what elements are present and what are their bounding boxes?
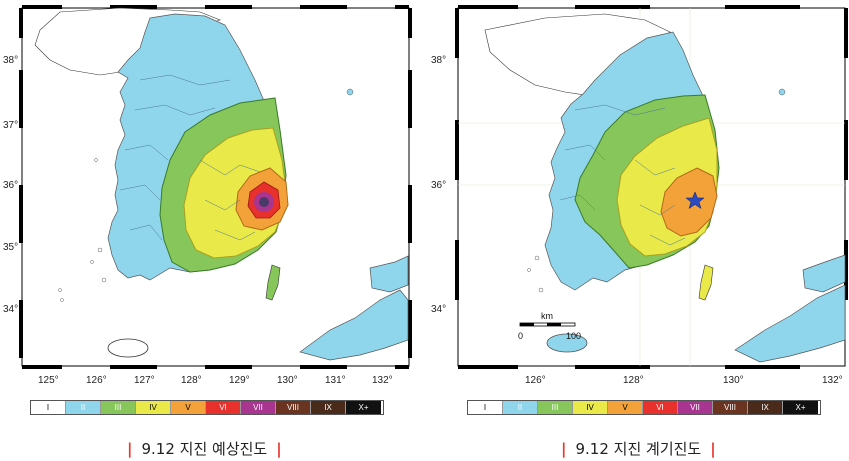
legend-cell-vii: VII xyxy=(241,401,276,414)
measured-map-svg: km 0 100 38° 36° 34° 126° 128° 130° 132° xyxy=(425,0,849,392)
scale-min-label: 0 xyxy=(518,331,523,341)
lat-label-36: 36° xyxy=(431,180,446,191)
small-islands xyxy=(527,255,544,293)
lat-label-37: 37° xyxy=(3,120,18,131)
legend-cell-ix: IX xyxy=(748,401,783,414)
scale-bar: km 0 100 xyxy=(518,311,581,341)
legend-cell-vi: VI xyxy=(206,401,241,414)
lon-label-131: 131° xyxy=(325,375,346,386)
measured-caption-text: 9.12 지진 계기진도 xyxy=(575,440,702,458)
lon-label-127: 127° xyxy=(134,375,155,386)
jeju-island xyxy=(107,338,149,358)
legend-cell-iv: IV xyxy=(573,401,608,414)
lat-label-36: 36° xyxy=(3,180,18,191)
admin-boundaries xyxy=(119,74,261,241)
caption-bar-left: | xyxy=(127,440,133,458)
lon-label-130: 130° xyxy=(277,375,298,386)
lat-label-34: 34° xyxy=(431,304,446,315)
lon-label-129: 129° xyxy=(229,375,250,386)
legend-cell-i: I xyxy=(31,401,66,414)
japan-kyushu xyxy=(299,289,409,361)
small-islands xyxy=(58,158,107,302)
tsushima-island xyxy=(698,264,714,301)
frame-ticks xyxy=(19,5,412,369)
scale-unit-label: km xyxy=(541,311,553,321)
ulleungdo-island xyxy=(778,88,786,96)
legend-cell-xplus: X+ xyxy=(346,401,381,414)
legend-cell-v: V xyxy=(608,401,643,414)
lon-label-132: 132° xyxy=(372,375,393,386)
predicted-map-caption: | 9.12 지진 예상진도 | xyxy=(118,440,291,458)
lat-label-34: 34° xyxy=(3,304,18,315)
lat-label-35: 35° xyxy=(3,242,18,253)
jeju-island xyxy=(546,333,588,353)
legend-cell-iv: IV xyxy=(136,401,171,414)
epicenter-star-icon xyxy=(685,191,705,210)
predicted-intensity-map: 38° 37° 36° 35° 34° 125° 126° 127° 128° … xyxy=(0,0,425,392)
epicenter-marker xyxy=(259,197,269,207)
predicted-map-svg: 38° 37° 36° 35° 34° 125° 126° 127° 128° … xyxy=(0,0,425,392)
admin-boundaries xyxy=(559,104,686,246)
lon-label-125: 125° xyxy=(38,375,59,386)
scale-max-label: 100 xyxy=(566,331,581,341)
legend-cell-i: I xyxy=(468,401,503,414)
legend-cell-v: V xyxy=(171,401,206,414)
lon-label-126: 126° xyxy=(525,375,546,386)
intensity-legend-predicted: I II III IV V VI VII VIII IX X+ xyxy=(30,400,384,415)
legend-cell-iii: III xyxy=(538,401,573,414)
caption-bar-right: | xyxy=(276,440,282,458)
lat-label-38: 38° xyxy=(431,55,446,66)
japan-honshu xyxy=(369,255,409,293)
legend-cell-ii: II xyxy=(503,401,538,414)
caption-bar-left: | xyxy=(561,440,567,458)
legend-cell-viii: VIII xyxy=(276,401,311,414)
legend-cell-xplus: X+ xyxy=(783,401,818,414)
legend-cell-ix: IX xyxy=(311,401,346,414)
lon-label-126: 126° xyxy=(86,375,107,386)
legend-cell-iii: III xyxy=(101,401,136,414)
japan-honshu xyxy=(802,254,846,293)
measured-intensity-map: km 0 100 38° 36° 34° 126° 128° 130° 132° xyxy=(425,0,849,392)
intensity-v-zone xyxy=(660,167,718,237)
lat-label-38: 38° xyxy=(3,55,18,66)
caption-bar-right: | xyxy=(710,440,716,458)
measured-map-caption: | 9.12 지진 계기진도 | xyxy=(552,440,725,458)
legend-cell-vii: VII xyxy=(678,401,713,414)
frame-ticks xyxy=(455,5,848,369)
lon-label-132: 132° xyxy=(822,375,843,386)
predicted-caption-text: 9.12 지진 예상진도 xyxy=(141,440,268,458)
lon-label-128: 128° xyxy=(181,375,202,386)
tsushima-island xyxy=(265,264,281,301)
lon-label-128: 128° xyxy=(623,375,644,386)
lon-label-130: 130° xyxy=(723,375,744,386)
intensity-legend-measured: I II III IV V VI VII VIII IX X+ xyxy=(467,400,821,415)
japan-kyushu xyxy=(734,284,846,363)
ulleungdo-island xyxy=(346,88,354,96)
legend-cell-ii: II xyxy=(66,401,101,414)
legend-cell-vi: VI xyxy=(643,401,678,414)
legend-cell-viii: VIII xyxy=(713,401,748,414)
